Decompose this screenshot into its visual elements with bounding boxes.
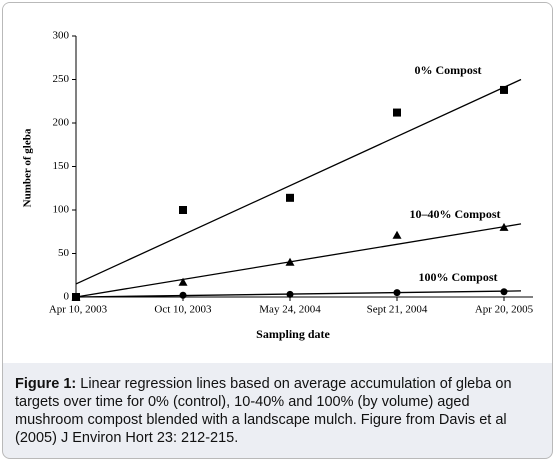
chart-background bbox=[3, 3, 552, 363]
y-tick-label: 300 bbox=[53, 30, 70, 42]
y-tick-label: 150 bbox=[53, 160, 70, 172]
y-tick-label: 200 bbox=[53, 117, 70, 129]
x-tick-label: May 24, 2004 bbox=[259, 304, 321, 316]
point bbox=[285, 257, 295, 266]
trend-line bbox=[75, 78, 522, 285]
y-tick-label: 100 bbox=[53, 204, 70, 216]
point bbox=[179, 206, 187, 214]
x-axis-title: Sampling date bbox=[256, 327, 330, 341]
x-tick-label: Sept 21, 2004 bbox=[367, 304, 428, 316]
y-tick-label: 0 bbox=[64, 291, 70, 303]
x-tick-label: Apr 20, 2005 bbox=[475, 304, 534, 316]
point bbox=[72, 293, 80, 301]
point bbox=[500, 288, 508, 296]
series-label: 100% Compost bbox=[418, 270, 497, 284]
y-tick-label: 50 bbox=[58, 247, 70, 259]
point bbox=[178, 277, 188, 286]
caption-label: Figure 1: bbox=[15, 376, 77, 392]
caption-text: Linear regression lines based on average… bbox=[15, 376, 512, 446]
y-tick-label: 250 bbox=[53, 73, 70, 85]
point bbox=[286, 193, 294, 202]
chart: Number of gleba Sampling date 0 50 100 150 2… bbox=[3, 3, 552, 363]
point bbox=[393, 108, 401, 117]
series-label: 0% Compost bbox=[414, 63, 481, 77]
trend-line bbox=[75, 223, 522, 298]
caption: Figure 1: Linear regression lines based … bbox=[15, 375, 540, 447]
point bbox=[392, 230, 402, 239]
y-axis-title: Number of gleba bbox=[22, 128, 34, 207]
x-tick-label: Oct 10, 2003 bbox=[154, 304, 212, 316]
trend-line bbox=[75, 290, 522, 298]
point bbox=[179, 291, 187, 299]
x-tick-label: Apr 10, 2003 bbox=[49, 304, 108, 316]
point bbox=[286, 290, 294, 298]
point bbox=[393, 289, 401, 297]
series-label: 10–40% Compost bbox=[409, 207, 500, 221]
point bbox=[500, 85, 508, 94]
point bbox=[499, 222, 509, 231]
